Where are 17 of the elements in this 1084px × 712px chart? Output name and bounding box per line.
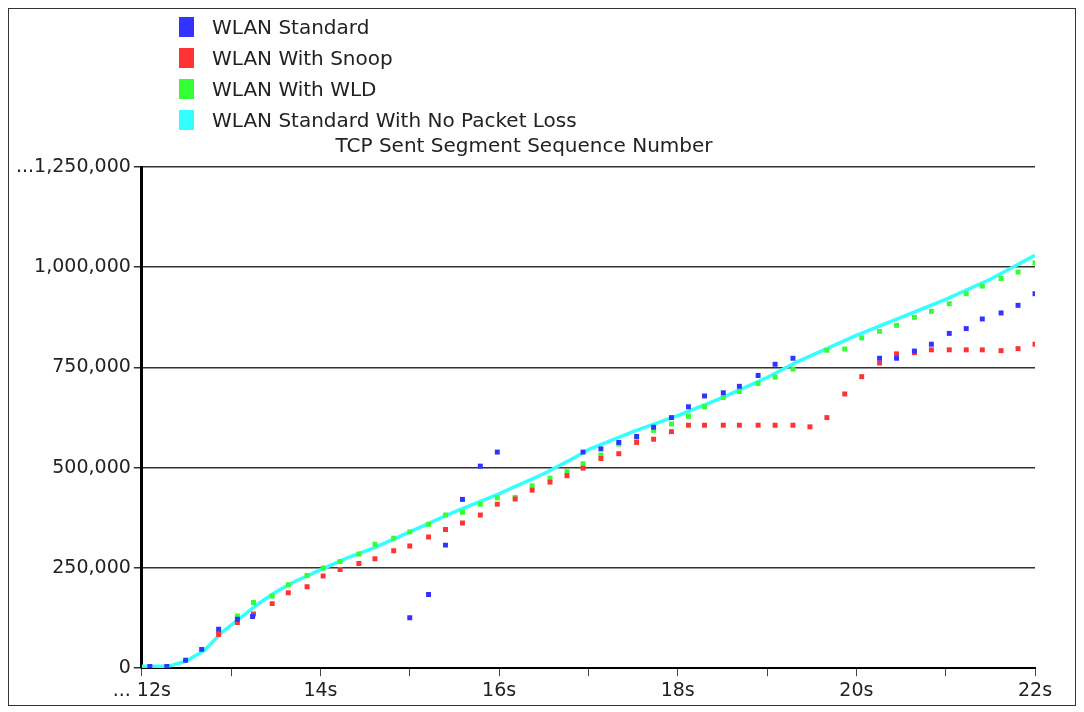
y-tick-label: 250,000 — [52, 554, 131, 577]
x-tick-label: 18s — [660, 677, 695, 700]
x-tick-label: 20s — [839, 677, 874, 700]
x-tick-label: 14s — [303, 677, 338, 700]
y-tick-label: ...1,250,000 — [15, 153, 131, 176]
legend-label: WLAN With Snoop — [212, 45, 393, 70]
legend-label: WLAN Standard — [212, 14, 370, 39]
legend-label: WLAN Standard With No Packet Loss — [212, 107, 577, 132]
chart-title: TCP Sent Segment Sequence Number — [334, 133, 714, 158]
x-tick-label: ... 12s — [112, 677, 171, 700]
y-tick-label: 0 — [118, 655, 131, 678]
legend-label: WLAN With WLD — [212, 76, 377, 101]
y-tick-label: 750,000 — [52, 354, 131, 377]
x-tick-label: 22s — [1017, 677, 1053, 700]
y-tick-label: 500,000 — [52, 454, 131, 477]
y-tick-label: 1,000,000 — [34, 254, 131, 277]
x-tick-label: 16s — [482, 677, 517, 700]
